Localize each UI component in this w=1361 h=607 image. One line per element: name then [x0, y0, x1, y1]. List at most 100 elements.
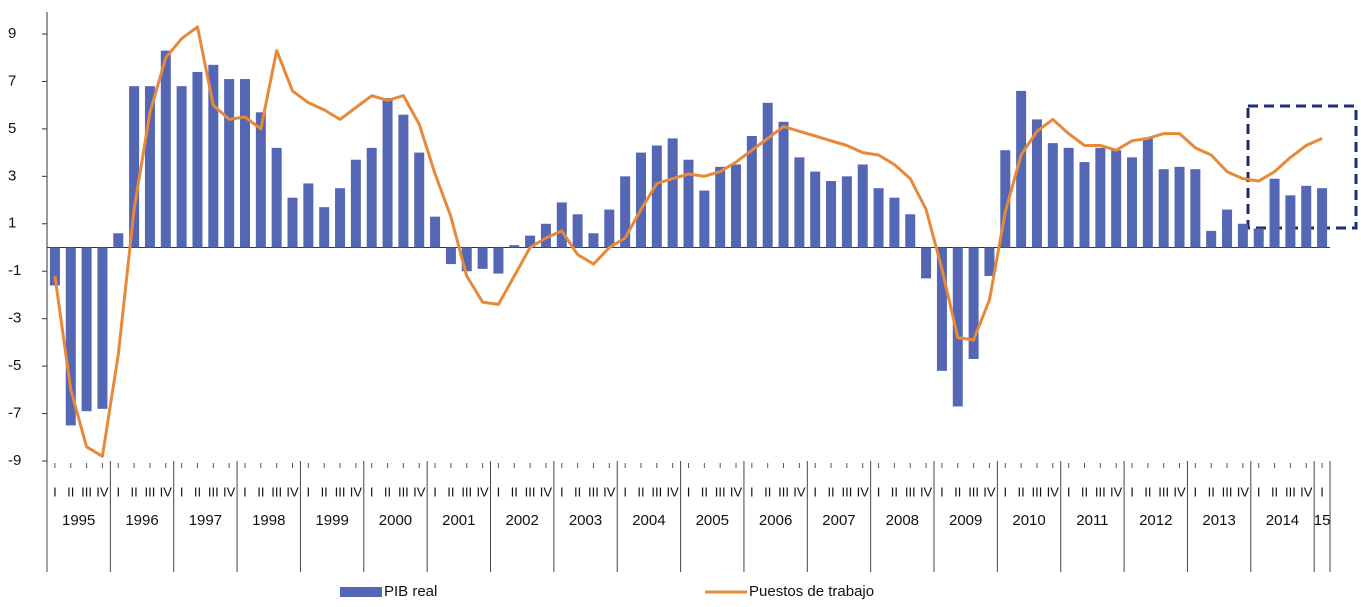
bar: [1063, 147, 1074, 248]
x-tick-label: II: [447, 484, 454, 499]
year-label: 2005: [696, 512, 729, 529]
bar: [366, 147, 377, 248]
x-tick-label: I: [180, 484, 184, 499]
x-tick-label: IV: [920, 484, 933, 499]
x-tick-label: IV: [1047, 484, 1060, 499]
bar: [778, 121, 789, 248]
bar: [65, 247, 76, 426]
bar: [1031, 119, 1042, 248]
x-tick-label: IV: [160, 484, 173, 499]
x-tick-label: IV: [350, 484, 363, 499]
year-label: 2013: [1202, 512, 1235, 529]
x-tick-label: I: [243, 484, 247, 499]
bar: [382, 98, 393, 248]
year-label: 2003: [569, 512, 602, 529]
x-tick-label: II: [1144, 484, 1151, 499]
bar: [477, 247, 488, 269]
bar: [651, 145, 662, 248]
x-tick-label: III: [778, 484, 789, 499]
x-tick-label: I: [1003, 484, 1007, 499]
x-tick-label: I: [623, 484, 627, 499]
bar: [493, 247, 504, 274]
highlight-box: [1246, 104, 1358, 230]
bar: [271, 147, 282, 248]
bar: [49, 247, 60, 286]
y-tick-label: -1: [8, 262, 21, 279]
x-tick-label: II: [67, 484, 74, 499]
x-tick-label: II: [1208, 484, 1215, 499]
x-tick-label: I: [433, 484, 437, 499]
y-tick-label: 7: [8, 72, 16, 89]
bar: [192, 71, 203, 248]
year-label: 1995: [62, 512, 95, 529]
bar: [525, 235, 536, 248]
bar: [160, 50, 171, 248]
x-tick-label: II: [194, 484, 201, 499]
bar: [968, 247, 979, 359]
x-tick-label: I: [307, 484, 311, 499]
x-tick-label: III: [651, 484, 662, 499]
x-tick-label: IV: [667, 484, 680, 499]
x-tick-label: I: [1257, 484, 1261, 499]
x-tick-label: IV: [1173, 484, 1186, 499]
x-tick-label: I: [1320, 484, 1324, 499]
year-label: 2008: [886, 512, 919, 529]
x-tick-label: IV: [1110, 484, 1123, 499]
bar: [810, 171, 821, 248]
bar: [1095, 147, 1106, 248]
bar: [841, 176, 852, 248]
x-tick-label: III: [1032, 484, 1043, 499]
bar: [667, 138, 678, 248]
bar: [1190, 169, 1201, 248]
y-tick-label: -9: [8, 452, 21, 469]
y-tick-label: -7: [8, 405, 21, 422]
bar: [1111, 150, 1122, 248]
bar: [445, 247, 456, 265]
year-label: 2012: [1139, 512, 1172, 529]
bar: [81, 247, 92, 412]
x-tick-label: III: [905, 484, 916, 499]
bar: [1237, 223, 1248, 248]
legend-swatch: [340, 587, 382, 597]
bar: [1222, 209, 1233, 248]
bar: [1301, 185, 1312, 248]
bar: [1158, 169, 1169, 248]
x-tick-label: III: [1095, 484, 1106, 499]
x-tick-label: II: [954, 484, 961, 499]
x-tick-label: I: [877, 484, 881, 499]
year-label: 2009: [949, 512, 982, 529]
bar: [572, 214, 583, 248]
x-tick-label: II: [257, 484, 264, 499]
bar: [287, 197, 298, 248]
y-tick-label: 3: [8, 167, 16, 184]
x-tick-label: IV: [413, 484, 426, 499]
x-tick-label: IV: [223, 484, 236, 499]
year-label: 2001: [442, 512, 475, 529]
bar: [1142, 138, 1153, 248]
bar: [556, 202, 567, 248]
x-tick-label: III: [461, 484, 472, 499]
bar: [144, 86, 155, 248]
bar: [936, 247, 947, 371]
x-tick-label: II: [1081, 484, 1088, 499]
x-tick-label: III: [1158, 484, 1169, 499]
x-tick-label: IV: [857, 484, 870, 499]
x-tick-label: IV: [730, 484, 743, 499]
x-tick-label: IV: [793, 484, 806, 499]
year-label: 1999: [315, 512, 348, 529]
bar: [509, 245, 520, 248]
x-tick-label: III: [715, 484, 726, 499]
bar: [208, 64, 219, 248]
bar: [588, 233, 599, 248]
year-label: 1998: [252, 512, 285, 529]
year-label: 2000: [379, 512, 412, 529]
x-tick-label: II: [131, 484, 138, 499]
year-label: 2011: [1076, 512, 1108, 529]
x-tick-label: I: [1194, 484, 1198, 499]
bar: [1317, 188, 1328, 248]
year-label: 2006: [759, 512, 792, 529]
bar: [604, 209, 615, 248]
bar: [699, 190, 710, 248]
x-tick-label: III: [398, 484, 409, 499]
y-tick-label: -3: [8, 310, 21, 327]
